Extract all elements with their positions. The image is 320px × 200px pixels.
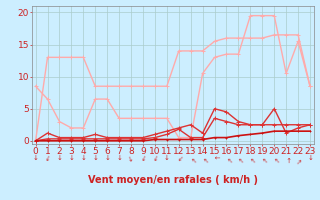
Text: ↓: ↓ <box>283 155 289 161</box>
Text: ↓: ↓ <box>258 155 267 164</box>
Text: ↓: ↓ <box>222 155 231 164</box>
Text: ↓: ↓ <box>187 155 195 164</box>
Text: ↓: ↓ <box>44 155 51 163</box>
Text: ↓: ↓ <box>246 155 254 164</box>
Text: ↓: ↓ <box>151 155 159 163</box>
Text: ↓: ↓ <box>57 155 62 161</box>
Text: ↓: ↓ <box>116 155 122 161</box>
Text: ↓: ↓ <box>127 155 135 163</box>
Text: ↓: ↓ <box>234 155 243 164</box>
Text: ↓: ↓ <box>270 155 278 164</box>
Text: ↓: ↓ <box>139 155 147 163</box>
Text: ↓: ↓ <box>33 155 38 161</box>
Text: ↓: ↓ <box>92 155 98 161</box>
Text: ↓: ↓ <box>198 155 207 164</box>
Text: ↓: ↓ <box>164 155 170 161</box>
Text: ↓: ↓ <box>104 155 110 161</box>
Text: ↓: ↓ <box>212 155 218 161</box>
X-axis label: Vent moyen/en rafales ( km/h ): Vent moyen/en rafales ( km/h ) <box>88 175 258 185</box>
Text: ↓: ↓ <box>294 155 302 164</box>
Text: ↓: ↓ <box>175 155 183 164</box>
Text: ↓: ↓ <box>80 155 86 161</box>
Text: ↓: ↓ <box>68 155 74 161</box>
Text: ↓: ↓ <box>307 155 313 161</box>
